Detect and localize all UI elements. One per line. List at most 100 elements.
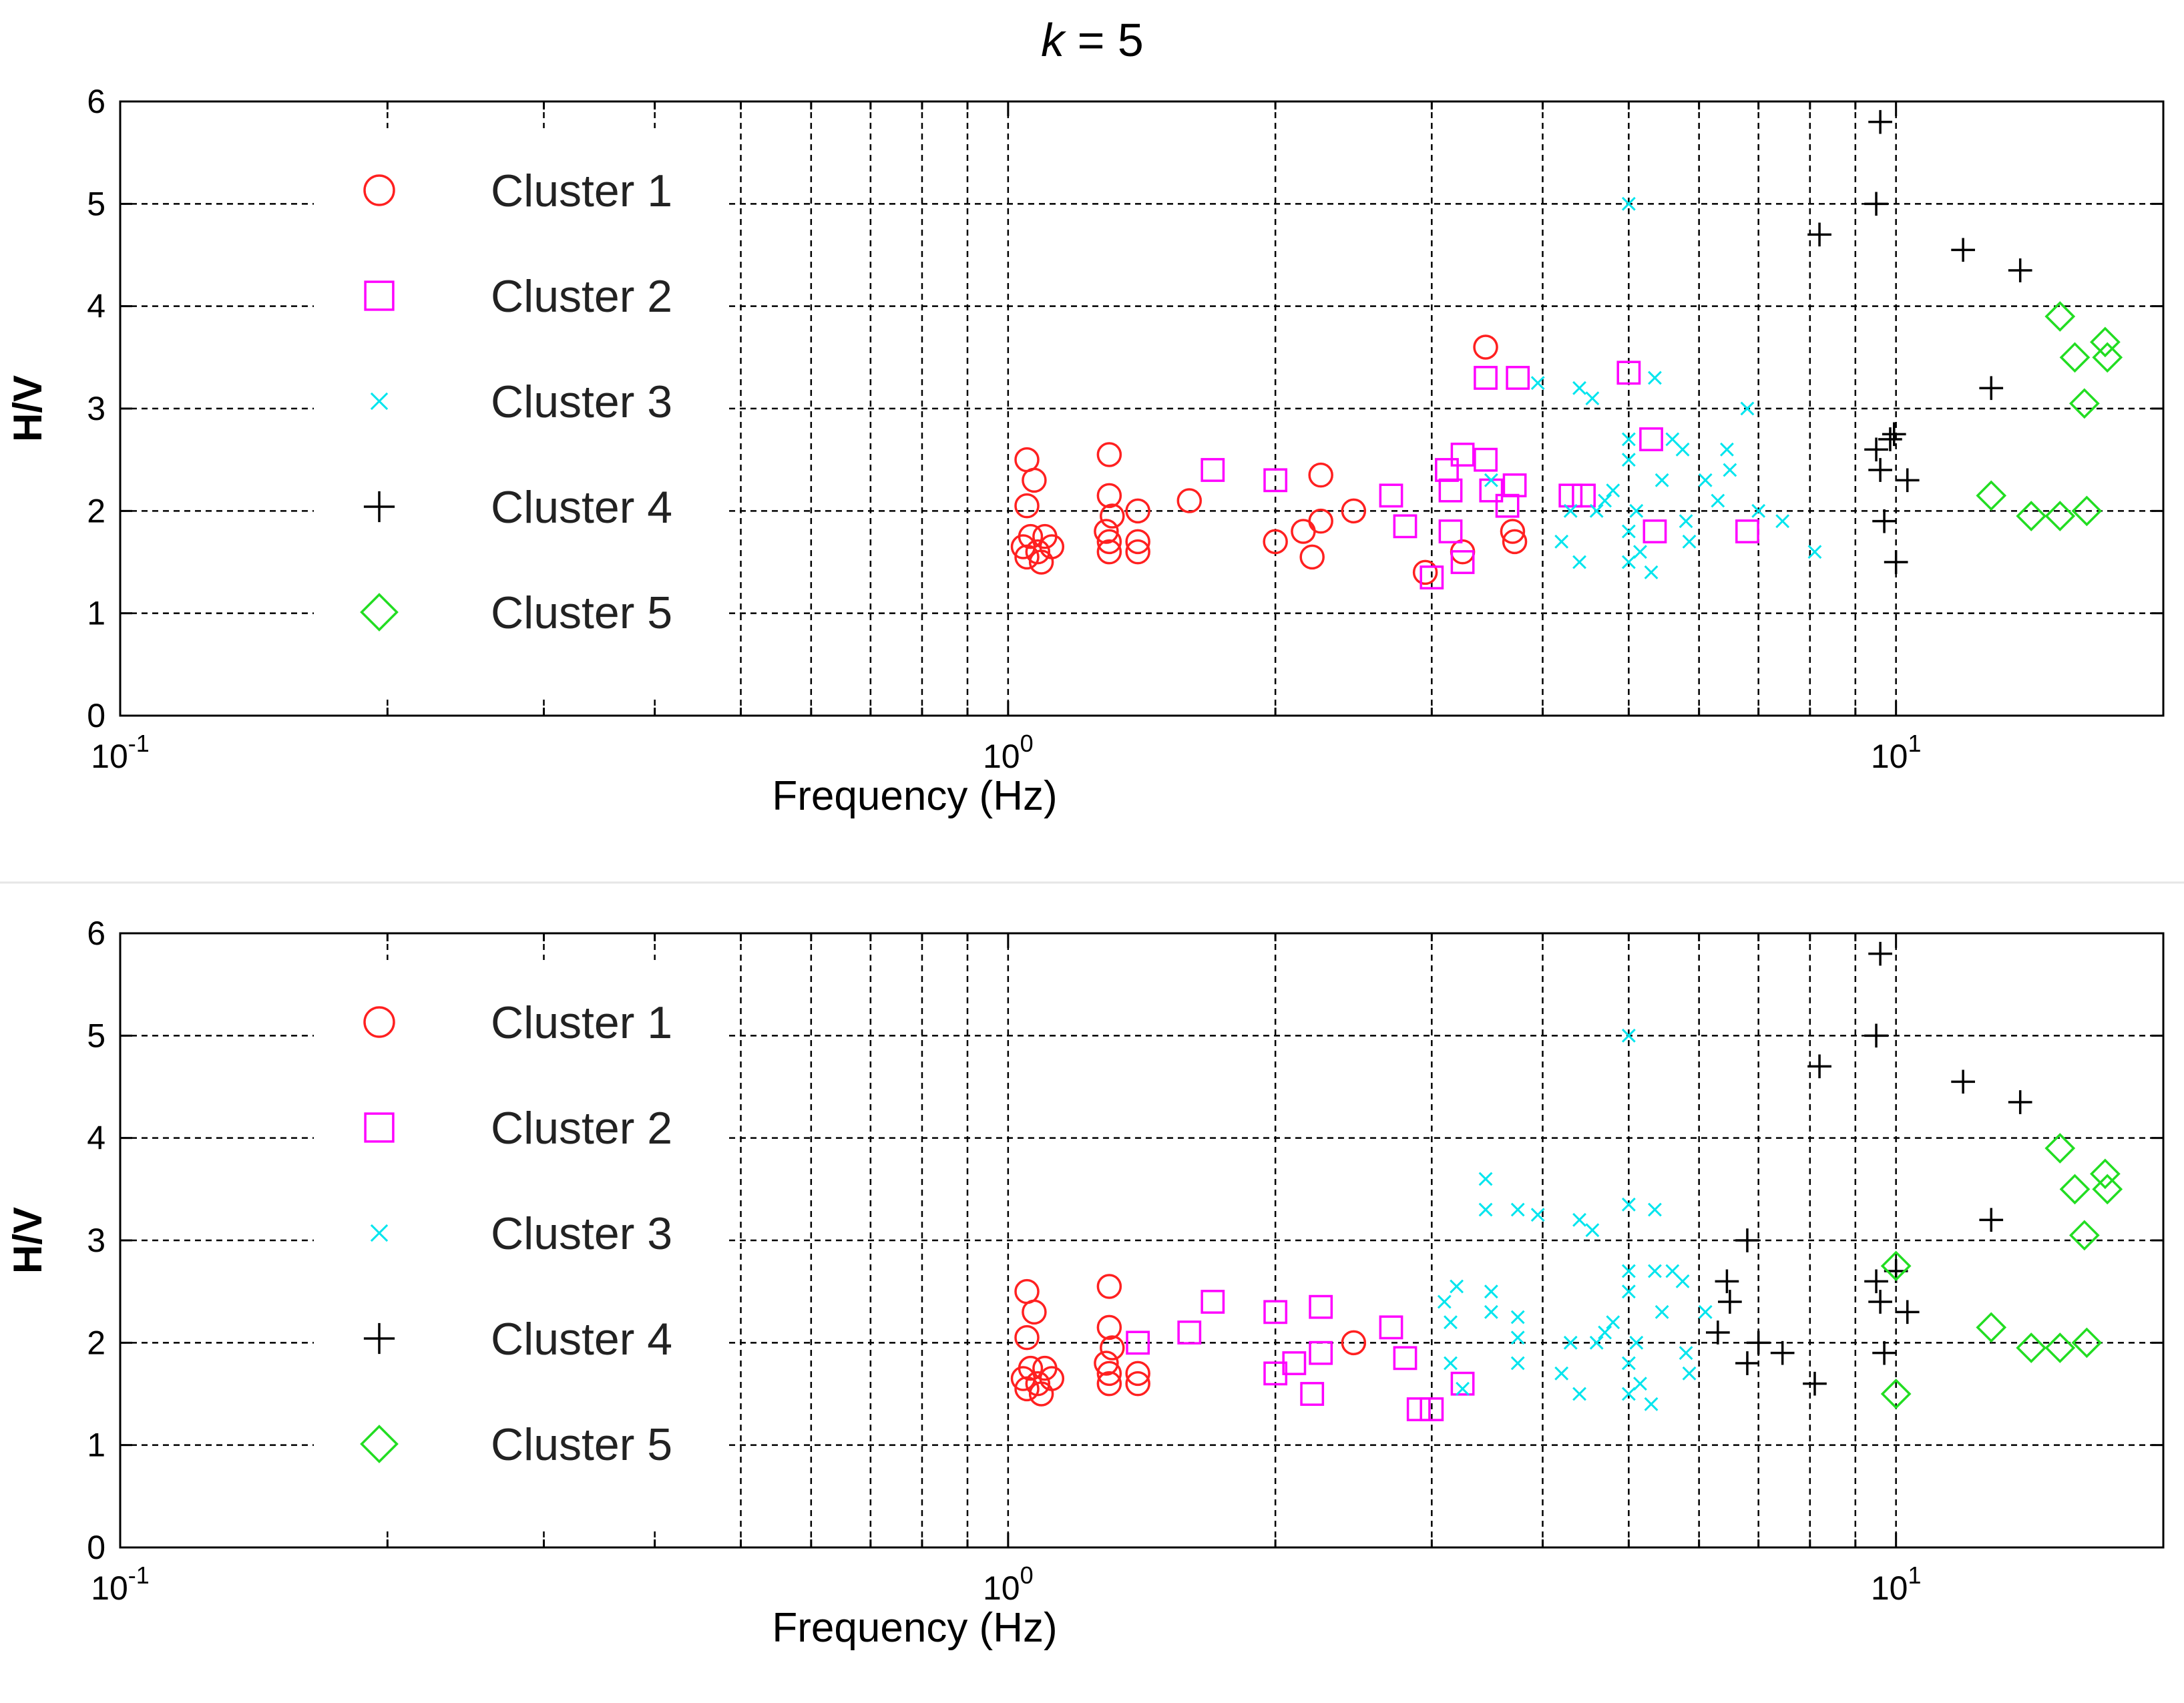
- data-point: [1675, 442, 1690, 457]
- data-point: [1621, 196, 1636, 211]
- data-point: [1616, 360, 1641, 385]
- data-point: [1633, 1377, 1647, 1391]
- tick-marks: [119, 100, 2165, 717]
- data-point: [1456, 1381, 1470, 1396]
- x-tick-exponent: 0: [1020, 1561, 1034, 1589]
- grid: [120, 101, 2163, 716]
- x-tick-base: 10: [91, 738, 128, 775]
- data-point: [1096, 1371, 1122, 1397]
- data-point: [1572, 381, 1586, 395]
- legend-label: Cluster 5: [491, 587, 672, 638]
- y-tick-label: 3: [87, 390, 105, 427]
- data-point: [1028, 549, 1054, 575]
- data-point: [1473, 334, 1498, 360]
- data-point: [1096, 539, 1122, 565]
- data-point: [2059, 342, 2091, 373]
- data-point: [1558, 483, 1583, 508]
- data-point: [1655, 473, 1669, 487]
- x-tick-label: 10-1: [91, 1561, 150, 1607]
- legend-marker-square: [364, 280, 395, 311]
- data-point: [1563, 1335, 1578, 1350]
- data-point: [1735, 1228, 1759, 1252]
- panel-bottom: Cluster 1 Cluster 2 Cluster 3 Cluster 4 Clus…: [5, 915, 2165, 1651]
- data-point: [1629, 1335, 1644, 1350]
- data-point: [1563, 503, 1578, 518]
- x-axis-label: Frequency (Hz): [772, 773, 1057, 819]
- data-point: [1675, 1274, 1690, 1288]
- y-tick-label: 2: [87, 1324, 105, 1361]
- data-point: [1698, 473, 1713, 487]
- data-point: [1655, 1304, 1669, 1319]
- data-point: [1010, 534, 1036, 559]
- data-point: [1444, 1356, 1458, 1371]
- data-point: [1438, 519, 1463, 543]
- data-point: [1554, 1366, 1569, 1381]
- legend-marker-circle: [363, 1006, 395, 1038]
- y-tick-label: 2: [87, 492, 105, 529]
- data-point: [1100, 503, 1125, 529]
- y-tick-label: 1: [87, 1427, 105, 1464]
- data-point: [1308, 462, 1333, 488]
- data-point: [1770, 1341, 1795, 1365]
- data-point: [1474, 447, 1498, 472]
- data-point: [2071, 495, 2103, 527]
- data-point: [1723, 463, 1737, 477]
- data-point: [1705, 1320, 1730, 1345]
- data-point: [1621, 1028, 1636, 1043]
- data-point: [1510, 1356, 1525, 1371]
- data-point: [1094, 519, 1119, 544]
- data-point: [2092, 1174, 2123, 1205]
- grid: [120, 933, 2163, 1547]
- x-tick-label: 101: [1871, 1561, 1922, 1607]
- data-point: [1648, 1264, 1662, 1278]
- y-tick-label: 6: [87, 83, 105, 120]
- data-point: [1807, 1054, 1831, 1079]
- y-tick-label: 5: [87, 185, 105, 222]
- series-cluster-1: [1010, 334, 1528, 585]
- y-axis-label: H/V: [5, 1207, 50, 1274]
- data-point: [1100, 1335, 1125, 1361]
- data-point: [1868, 941, 1892, 966]
- data-point: [1882, 422, 1906, 447]
- legend-label: Cluster 3: [491, 1208, 672, 1259]
- data-point: [1300, 1382, 1325, 1406]
- data-point: [1585, 391, 1600, 406]
- data-point: [1022, 467, 1047, 493]
- data-point: [2016, 501, 2047, 531]
- data-point: [1308, 508, 1333, 534]
- y-tick-label: 1: [87, 595, 105, 632]
- data-point: [1711, 493, 1725, 508]
- data-point: [1096, 1274, 1122, 1299]
- legend-label: Cluster 1: [491, 166, 672, 216]
- legend-marker-x: [370, 392, 389, 411]
- legend-label: Cluster 2: [491, 271, 672, 322]
- data-point: [1572, 555, 1586, 569]
- data-point: [1200, 1290, 1225, 1314]
- legend-label: Cluster 3: [491, 377, 672, 427]
- data-point: [1419, 565, 1444, 589]
- data-point: [1746, 1330, 1771, 1355]
- data-point: [1450, 550, 1475, 574]
- data-point: [1775, 514, 1790, 529]
- data-point: [2071, 1327, 2103, 1359]
- data-point: [1341, 498, 1367, 524]
- data-point: [1554, 534, 1569, 549]
- x-tick-exponent: -1: [128, 730, 150, 757]
- data-point: [1864, 1269, 1888, 1294]
- x-tick-base: 10: [983, 738, 1020, 775]
- data-point: [1437, 1294, 1452, 1309]
- data-point: [1438, 478, 1463, 503]
- data-point: [1495, 493, 1520, 518]
- y-tick-label: 5: [87, 1017, 105, 1054]
- data-point: [1698, 1304, 1713, 1319]
- data-point: [1868, 1290, 1892, 1314]
- data-point: [2044, 1133, 2076, 1164]
- data-point: [1177, 1320, 1202, 1345]
- series-cluster-4: [1705, 941, 2032, 1396]
- data-point: [1868, 109, 1892, 134]
- data-point: [1589, 503, 1604, 518]
- data-point: [1506, 366, 1530, 390]
- data-point: [1720, 442, 1734, 457]
- data-point: [1633, 545, 1647, 559]
- data-point: [1979, 376, 2004, 401]
